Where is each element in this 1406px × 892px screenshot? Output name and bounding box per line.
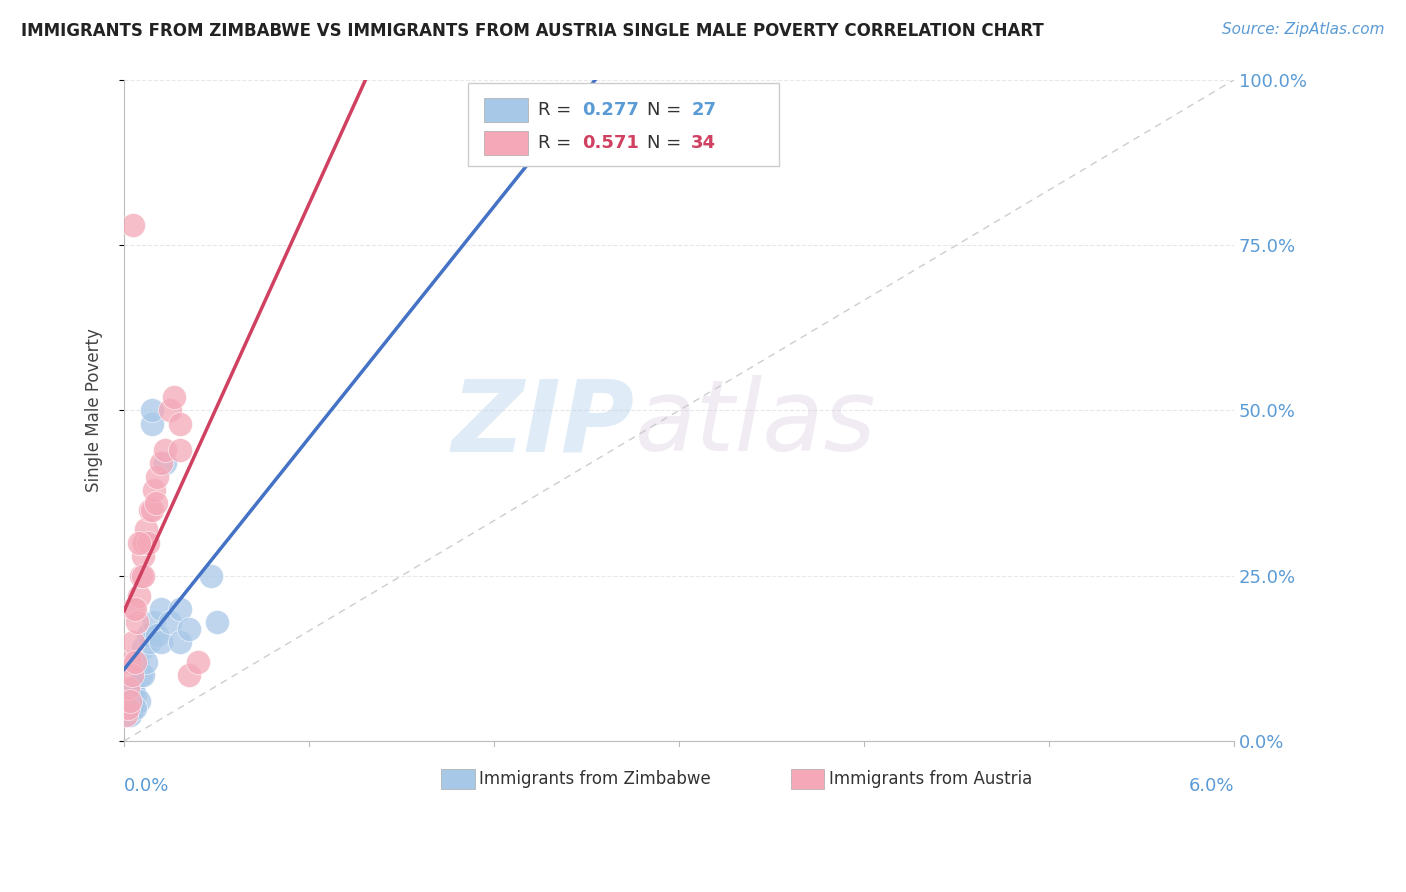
- Text: 0.571: 0.571: [582, 134, 640, 153]
- Point: [177, 622, 200, 636]
- Point: [122, 635, 145, 649]
- Point: [124, 655, 146, 669]
- Point: [121, 668, 143, 682]
- Point: [124, 688, 146, 702]
- Point: [146, 469, 169, 483]
- Text: 0.0%: 0.0%: [124, 777, 170, 796]
- Text: N =: N =: [647, 134, 686, 153]
- Text: 0.277: 0.277: [582, 101, 640, 119]
- Point: [187, 655, 209, 669]
- Point: [135, 523, 157, 537]
- Point: [135, 655, 157, 669]
- FancyBboxPatch shape: [484, 131, 529, 155]
- Point: [200, 568, 222, 582]
- Text: R =: R =: [538, 101, 576, 119]
- Point: [128, 535, 150, 549]
- Point: [177, 668, 200, 682]
- Point: [142, 615, 165, 629]
- Point: [117, 701, 139, 715]
- Text: Immigrants from Zimbabwe: Immigrants from Zimbabwe: [479, 771, 711, 789]
- Point: [125, 615, 148, 629]
- Point: [131, 568, 153, 582]
- Text: N =: N =: [647, 101, 686, 119]
- Text: atlas: atlas: [634, 376, 876, 472]
- Point: [146, 628, 169, 642]
- Point: [163, 390, 186, 404]
- Point: [115, 707, 138, 722]
- Point: [118, 694, 141, 708]
- Point: [169, 635, 191, 649]
- Point: [150, 601, 173, 615]
- Point: [169, 443, 191, 458]
- Point: [150, 456, 173, 470]
- Point: [118, 655, 141, 669]
- Point: [169, 417, 191, 431]
- FancyBboxPatch shape: [468, 83, 779, 166]
- Point: [139, 635, 162, 649]
- Point: [118, 707, 141, 722]
- Point: [145, 496, 167, 510]
- Point: [122, 681, 145, 695]
- FancyBboxPatch shape: [792, 770, 824, 789]
- Text: 27: 27: [692, 101, 716, 119]
- Text: 34: 34: [692, 134, 716, 153]
- Text: ZIP: ZIP: [451, 376, 634, 472]
- Point: [141, 403, 163, 417]
- Point: [142, 483, 165, 497]
- Point: [159, 615, 181, 629]
- Point: [136, 628, 159, 642]
- FancyBboxPatch shape: [484, 98, 529, 122]
- Text: 6.0%: 6.0%: [1188, 777, 1234, 796]
- Point: [205, 615, 228, 629]
- Point: [124, 601, 146, 615]
- Point: [131, 549, 153, 563]
- Point: [125, 655, 148, 669]
- Text: IMMIGRANTS FROM ZIMBABWE VS IMMIGRANTS FROM AUSTRIA SINGLE MALE POVERTY CORRELAT: IMMIGRANTS FROM ZIMBABWE VS IMMIGRANTS F…: [21, 22, 1043, 40]
- Point: [141, 417, 163, 431]
- Point: [159, 403, 181, 417]
- Point: [122, 219, 145, 233]
- Point: [128, 589, 150, 603]
- Point: [122, 601, 145, 615]
- Y-axis label: Single Male Poverty: Single Male Poverty: [86, 328, 103, 492]
- FancyBboxPatch shape: [441, 770, 475, 789]
- Point: [121, 694, 143, 708]
- Point: [131, 668, 153, 682]
- Point: [153, 456, 176, 470]
- Point: [117, 681, 139, 695]
- Text: Immigrants from Austria: Immigrants from Austria: [828, 771, 1032, 789]
- Point: [136, 535, 159, 549]
- Point: [139, 502, 162, 516]
- Point: [131, 641, 153, 656]
- Point: [134, 535, 156, 549]
- Text: Source: ZipAtlas.com: Source: ZipAtlas.com: [1222, 22, 1385, 37]
- Point: [150, 635, 173, 649]
- Point: [122, 701, 145, 715]
- Text: R =: R =: [538, 134, 576, 153]
- Point: [128, 694, 150, 708]
- Point: [153, 443, 176, 458]
- Point: [124, 701, 146, 715]
- Point: [131, 535, 153, 549]
- Point: [169, 601, 191, 615]
- Point: [129, 668, 152, 682]
- Point: [141, 502, 163, 516]
- Point: [129, 568, 152, 582]
